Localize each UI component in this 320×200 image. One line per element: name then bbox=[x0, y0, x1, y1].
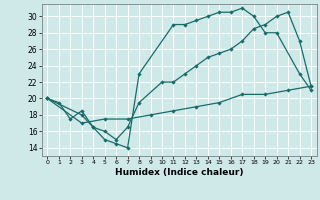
X-axis label: Humidex (Indice chaleur): Humidex (Indice chaleur) bbox=[115, 168, 244, 177]
